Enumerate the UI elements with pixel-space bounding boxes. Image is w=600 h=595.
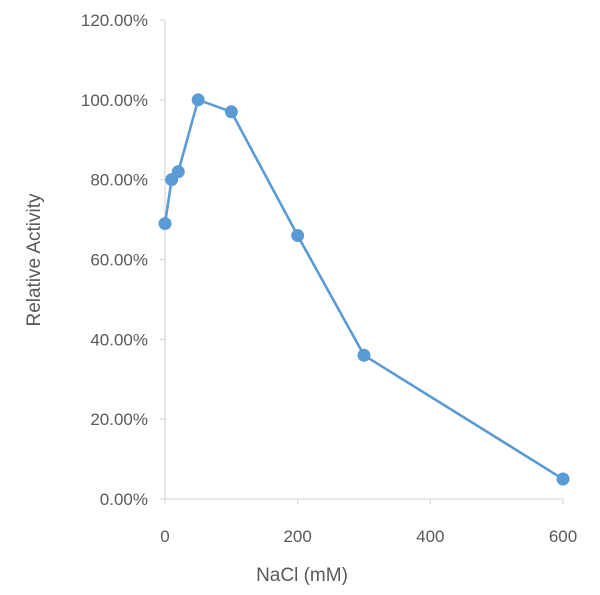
x-tick-label: 400	[416, 527, 444, 546]
y-tick-label: 20.00%	[90, 410, 148, 429]
y-axis-title: Relative Activity	[24, 193, 45, 327]
x-axis-ticks: 0 200 400 600	[160, 499, 577, 546]
data-point	[224, 105, 238, 119]
data-point	[357, 348, 371, 362]
data-point	[291, 229, 305, 243]
y-tick-label: 80.00%	[90, 171, 148, 190]
x-tick-label: 0	[160, 527, 169, 546]
x-axis-title: NaCl (mM)	[256, 565, 348, 586]
x-tick-label: 200	[283, 527, 311, 546]
y-tick-label: 100.00%	[81, 91, 148, 110]
data-point	[556, 472, 570, 486]
series-layer	[158, 93, 570, 486]
data-point	[171, 165, 185, 179]
data-point	[158, 217, 172, 231]
series-line	[163, 98, 564, 481]
x-tick-label: 600	[549, 527, 577, 546]
y-tick-label: 120.00%	[81, 11, 148, 30]
y-tick-label: 0.00%	[100, 490, 148, 509]
y-tick-label: 60.00%	[90, 251, 148, 270]
axes	[164, 20, 563, 500]
data-point	[191, 93, 205, 107]
y-tick-label: 40.00%	[90, 330, 148, 349]
y-axis-ticks: 0.00% 20.00% 40.00% 60.00% 80.00% 100.00% 120.…	[81, 11, 165, 509]
